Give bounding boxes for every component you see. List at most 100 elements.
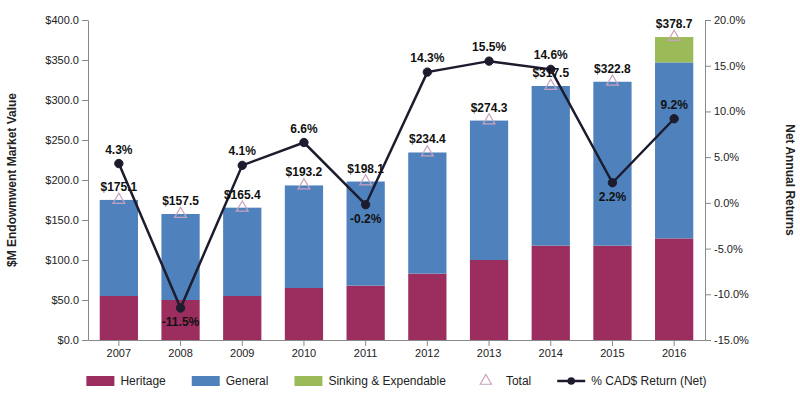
legend-item: % CAD$ Return (Net) xyxy=(557,374,706,388)
y2-tick-mark xyxy=(705,249,711,250)
x-tick: 2015 xyxy=(600,340,624,359)
y-tick: $250.0 xyxy=(45,134,88,146)
bar xyxy=(470,260,508,340)
y-tick-mark xyxy=(82,260,88,261)
data-label: $193.2 xyxy=(286,165,323,179)
legend-item: Sinking & Expendable xyxy=(294,374,446,388)
bar xyxy=(161,300,199,340)
y-tick-label: $400.0 xyxy=(45,14,79,26)
y2-tick: 5.0% xyxy=(705,151,739,163)
bar xyxy=(285,185,323,288)
y2-tick-label: -15.0% xyxy=(714,334,749,346)
legend-label: Total xyxy=(506,374,531,388)
axis-line xyxy=(705,21,706,341)
y-tick-label: $350.0 xyxy=(45,54,79,66)
data-label: -11.5% xyxy=(162,315,200,329)
bar xyxy=(593,82,631,246)
marker xyxy=(298,179,310,189)
legend-swatch xyxy=(294,376,322,386)
bar xyxy=(532,86,570,246)
bar xyxy=(223,296,261,340)
bar xyxy=(655,238,693,340)
x-tick-mark xyxy=(365,340,366,346)
legend-marker xyxy=(480,374,491,384)
y-axis: $0.0$50.0$100.0$150.0$200.0$250.0$300.0$… xyxy=(45,14,88,346)
bar xyxy=(408,152,446,273)
x-tick-mark xyxy=(489,340,490,346)
x-tick: 2016 xyxy=(662,340,686,359)
data-label: $317.5 xyxy=(532,66,569,80)
bars xyxy=(100,37,694,340)
x-tick-label: 2008 xyxy=(168,347,192,359)
x-tick: 2012 xyxy=(415,340,439,359)
data-label: $175.1 xyxy=(100,180,137,194)
x-axis: 2007200820092010201120122013201420152016 xyxy=(89,340,706,359)
x-tick-mark xyxy=(612,340,613,346)
y2-tick-label: -10.0% xyxy=(714,288,749,300)
x-tick-mark xyxy=(674,340,675,346)
y-tick: $50.0 xyxy=(51,294,88,306)
y2-tick: 0.0% xyxy=(705,197,739,209)
x-tick-label: 2007 xyxy=(107,347,131,359)
y-tick-mark xyxy=(82,220,88,221)
bar xyxy=(223,208,261,296)
y2-tick-mark xyxy=(705,294,711,295)
data-label: $198.1 xyxy=(347,162,384,176)
data-label: $378.7 xyxy=(656,17,693,31)
y-tick-mark xyxy=(82,20,88,21)
y2-tick-label: 15.0% xyxy=(714,60,745,72)
y2-tick: -10.0% xyxy=(705,288,749,300)
x-tick: 2010 xyxy=(292,340,316,359)
x-tick-mark xyxy=(242,340,243,346)
legend-label: Heritage xyxy=(120,374,166,388)
y2-axis-title: Net Annual Returns xyxy=(783,124,797,236)
y-tick: $150.0 xyxy=(45,214,88,226)
bar xyxy=(408,274,446,340)
y-tick-mark xyxy=(82,180,88,181)
marker xyxy=(423,68,431,76)
marker xyxy=(361,201,369,209)
y-axis-title: $M Endowmwent Market Value xyxy=(5,93,19,267)
y2-tick-mark xyxy=(705,340,711,341)
x-tick-mark xyxy=(180,340,181,346)
data-label: 9.2% xyxy=(660,98,688,112)
y-tick-mark xyxy=(82,60,88,61)
bar xyxy=(593,246,631,340)
y-tick: $350.0 xyxy=(45,54,88,66)
y2-tick-label: 5.0% xyxy=(714,151,739,163)
data-label: 15.5% xyxy=(472,40,506,54)
x-tick-label: 2012 xyxy=(415,347,439,359)
bar xyxy=(347,286,385,340)
y-tick: $200.0 xyxy=(45,174,88,186)
marker xyxy=(236,201,248,211)
y-tick-mark xyxy=(82,100,88,101)
bar xyxy=(347,182,385,286)
x-tick-label: 2009 xyxy=(230,347,254,359)
y-tick-label: $0.0 xyxy=(58,334,79,346)
marker xyxy=(485,57,493,65)
y2-tick-mark xyxy=(705,20,711,21)
y2-tick-mark xyxy=(705,157,711,158)
data-label: $274.3 xyxy=(471,101,508,115)
y2-tick-label: -5.0% xyxy=(714,243,743,255)
chart: $0.0$50.0$100.0$150.0$200.0$250.0$300.0$… xyxy=(0,0,800,396)
x-tick-label: 2014 xyxy=(539,347,563,359)
data-labels: $175.1$157.5$165.4$193.2$198.1$234.4$274… xyxy=(100,17,692,329)
legend-swatch xyxy=(86,376,114,386)
y2-tick: 10.0% xyxy=(705,105,745,117)
legend-label: % CAD$ Return (Net) xyxy=(591,374,706,388)
x-tick-mark xyxy=(118,340,119,346)
y2-tick-label: 0.0% xyxy=(714,197,739,209)
y2-tick-mark xyxy=(705,66,711,67)
data-label: $322.8 xyxy=(594,62,631,76)
legend-item: Heritage xyxy=(86,374,166,388)
legend-item: Total xyxy=(480,374,531,388)
x-tick: 2009 xyxy=(230,340,254,359)
x-tick-mark xyxy=(303,340,304,346)
x-tick-label: 2015 xyxy=(600,347,624,359)
marker xyxy=(176,304,184,312)
y2-axis: -15.0%-10.0%-5.0%0.0%5.0%10.0%15.0%20.0% xyxy=(705,14,749,346)
marker xyxy=(360,175,372,185)
data-label: 4.1% xyxy=(229,144,257,158)
bar xyxy=(100,200,138,296)
